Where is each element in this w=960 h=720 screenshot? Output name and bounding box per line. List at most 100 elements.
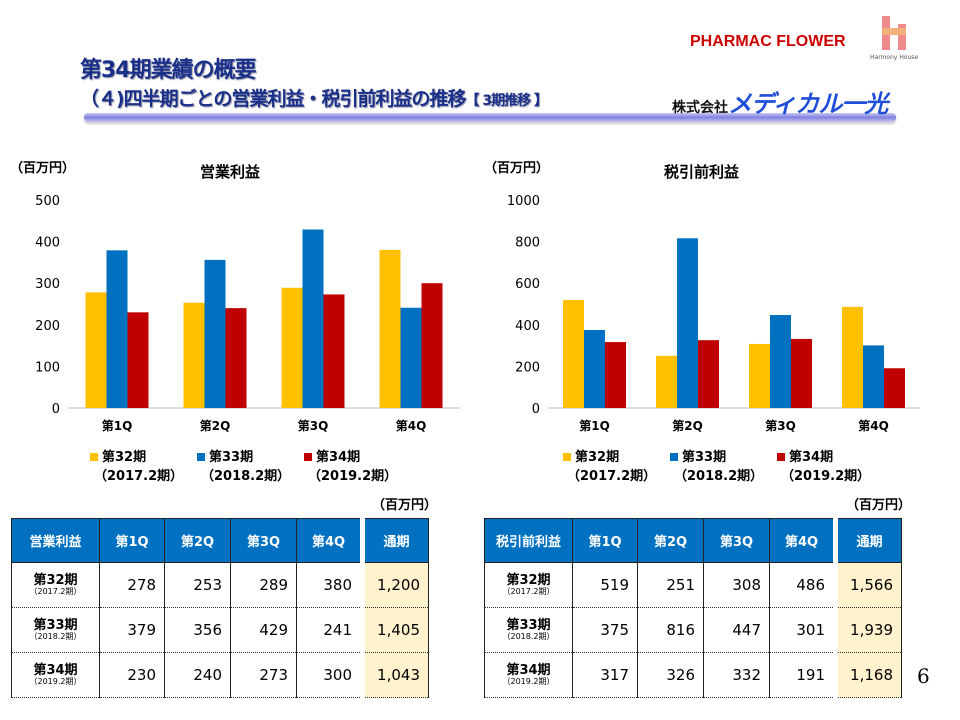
x-tick-label: 第4Q: [858, 418, 889, 433]
legend-label: 第34期: [316, 450, 361, 465]
bar-33-q2: [204, 259, 226, 408]
table-row: 第33期 （2018.2期） 379 356 429 241 1,405: [11, 607, 429, 653]
period-label: 第33期: [506, 617, 551, 633]
bar-33-q4: [400, 307, 422, 408]
bar-32-q3: [749, 343, 770, 408]
pretax-profit-table: 税引前利益 第1Q 第2Q 第3Q 第4Q 通期 第32期 （2017.2期） 519 251 30…: [484, 518, 902, 698]
bar-33-q3: [770, 315, 791, 408]
total-value: 1,566: [833, 562, 902, 608]
period-label: 第33期: [33, 617, 78, 633]
bar-34-q1: [605, 342, 626, 408]
column-header: 第3Q: [703, 518, 770, 563]
cell-value: 278: [99, 562, 165, 608]
total-value: 1,200: [360, 562, 429, 608]
legend-swatch: [304, 453, 312, 461]
legend-swatch: [90, 453, 98, 461]
legend-sub: （2019.2期）: [308, 469, 398, 484]
y-tick-label: 400: [35, 236, 60, 251]
bar-33-q2: [677, 238, 698, 408]
company-logo: 株式会社メディカル一光: [672, 84, 888, 119]
total-value: 1,168: [833, 652, 902, 698]
x-tick-label: 第4Q: [396, 418, 427, 433]
row-label: 第33期 （2018.2期）: [484, 607, 573, 653]
column-header: 営業利益: [11, 518, 100, 563]
cell-value: 241: [296, 607, 363, 653]
column-header: 通期: [833, 518, 902, 563]
subtitle-tag: 【 3期推移 】: [465, 93, 548, 109]
period-label: 第32期: [506, 572, 551, 588]
bar-33-q3: [302, 229, 324, 408]
row-label: 第32期 （2017.2期）: [484, 562, 573, 608]
table-row: 第34期 （2019.2期） 317 326 332 191 1,168: [484, 652, 902, 698]
period-sub: （2018.2期）: [502, 631, 555, 641]
column-header: 税引前利益: [484, 518, 573, 563]
cell-value: 379: [99, 607, 165, 653]
legend-item: 第32期 （2017.2期）: [563, 446, 673, 484]
bar-34-q4: [884, 368, 905, 408]
bar-33-q1: [584, 330, 605, 408]
chart1-title: 営業利益: [200, 163, 261, 181]
legend-item: 第33期 （2018.2期）: [197, 446, 307, 484]
title-underline: [84, 113, 896, 122]
chart2-unit: （百万円）: [484, 161, 550, 176]
bar-32-q3: [281, 287, 303, 408]
cell-value: 230: [99, 652, 165, 698]
bar-32-q4: [842, 306, 863, 408]
x-tick-label: 第2Q: [672, 418, 703, 433]
bar-32-q2: [656, 355, 677, 408]
harmony-house-icon: [882, 16, 907, 50]
harmony-house-text: Harmony House: [870, 54, 919, 61]
y-tick-label: 0: [52, 402, 60, 417]
pharmacy-flower-logo: PHARMAC FLOWER: [690, 33, 846, 50]
legend-swatch: [670, 453, 678, 461]
legend-sub: （2017.2期）: [94, 469, 184, 484]
y-tick-label: 100: [35, 360, 60, 375]
table1-unit: （百万円）: [372, 498, 438, 513]
y-tick-label: 500: [35, 194, 60, 209]
bar-33-q4: [863, 345, 884, 408]
cell-value: 300: [296, 652, 363, 698]
legend-sub: （2017.2期）: [567, 469, 657, 484]
cell-value: 375: [572, 607, 638, 653]
cell-value: 429: [230, 607, 297, 653]
cell-value: 447: [703, 607, 770, 653]
x-tick-label: 第2Q: [200, 418, 231, 433]
legend-swatch: [777, 453, 785, 461]
column-header: 第4Q: [296, 518, 363, 563]
x-tick-label: 第1Q: [102, 418, 133, 433]
legend-label: 第33期: [209, 450, 254, 465]
column-header: 第2Q: [637, 518, 704, 563]
period-sub: （2017.2期）: [29, 586, 82, 596]
bar-32-q1: [563, 300, 584, 408]
harmony-house-logo: Harmony House: [870, 12, 918, 61]
period-label: 第34期: [506, 662, 551, 678]
row-label: 第33期 （2018.2期）: [11, 607, 100, 653]
bar-34-q2: [225, 308, 247, 408]
total-value: 1,939: [833, 607, 902, 653]
row-label: 第34期 （2019.2期）: [11, 652, 100, 698]
y-tick-label: 200: [515, 360, 540, 375]
cell-value: 191: [769, 652, 836, 698]
legend-sub: （2019.2期）: [781, 469, 871, 484]
legend-sub: （2018.2期）: [201, 469, 291, 484]
cell-value: 308: [703, 562, 770, 608]
pretax-profit-chart: 0 200 400 600 800 1000 第1Q 第2Q 第3Q 第4Q: [507, 194, 920, 433]
legend-label: 第32期: [102, 450, 147, 465]
y-tick-label: 600: [515, 277, 540, 292]
legend-swatch: [563, 453, 571, 461]
legend-swatch: [197, 453, 205, 461]
cell-value: 332: [703, 652, 770, 698]
legend-item: 第34期 （2019.2期）: [304, 446, 414, 484]
total-value: 1,405: [360, 607, 429, 653]
legend-label: 第34期: [789, 450, 834, 465]
cell-value: 253: [164, 562, 231, 608]
subtitle-text: （４)四半期ごとの営業利益・税引前利益の推移: [80, 88, 466, 110]
y-tick-label: 400: [515, 319, 540, 334]
operating-profit-chart: 0 100 200 300 400 500 第1Q 第2Q 第3Q 第4Q: [35, 194, 460, 433]
table-row: 第34期 （2019.2期） 230 240 273 300 1,043: [11, 652, 429, 698]
bar-32-q1: [85, 292, 107, 408]
cell-value: 816: [637, 607, 704, 653]
bar-33-q1: [106, 250, 128, 408]
period-label: 第34期: [33, 662, 78, 678]
column-header: 第2Q: [164, 518, 231, 563]
